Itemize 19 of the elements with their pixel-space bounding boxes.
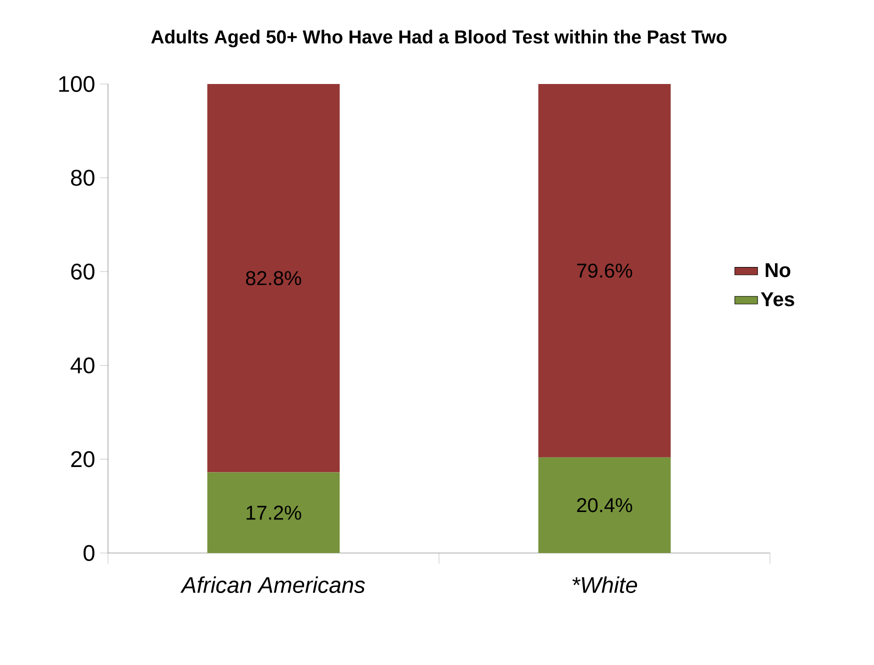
- y-tick-label: 40: [70, 357, 94, 374]
- bar: [538, 457, 671, 553]
- legend-label: No: [766, 263, 790, 278]
- bar: [207, 472, 340, 553]
- data-label: 79.6%: [577, 264, 632, 278]
- y-tick-label: 80: [71, 170, 94, 186]
- y-tick-label: 100: [59, 76, 94, 92]
- y-tick-label: 60: [71, 264, 94, 280]
- bar: [207, 84, 340, 472]
- x-tick-label: *White: [572, 576, 638, 594]
- data-label: 20.4%: [577, 498, 632, 512]
- data-label: 82.8%: [246, 271, 302, 286]
- y-tick-label: 20: [71, 451, 94, 468]
- chart-title: Adults Aged 50+ Who Have Had a Blood Test within the Past Two: [151, 30, 727, 48]
- bar: [538, 84, 671, 458]
- x-tick-label: African Americans: [180, 576, 365, 594]
- data-label: 17.2%: [246, 506, 302, 520]
- legend-label: Yes: [760, 292, 794, 306]
- y-tick-label: 0: [84, 544, 94, 562]
